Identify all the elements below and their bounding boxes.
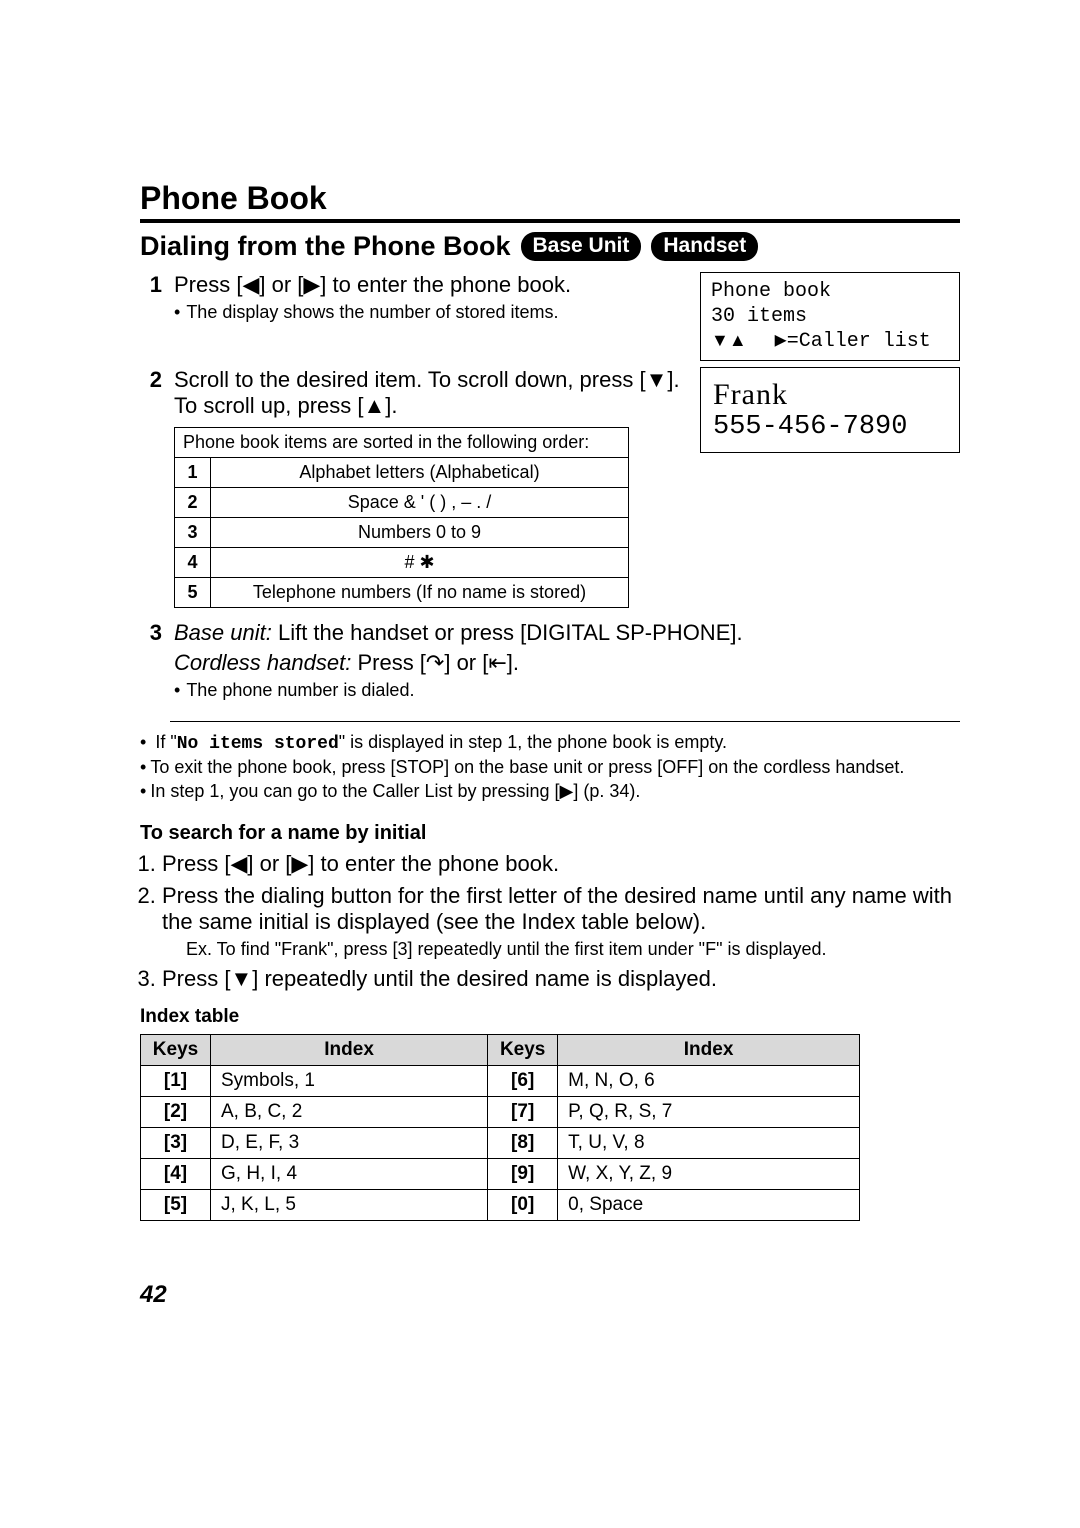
sort-row-5-v: Telephone numbers (If no name is stored) xyxy=(211,578,629,608)
note-1-mono: No items stored xyxy=(177,734,339,754)
sort-row-4-n: 4 xyxy=(175,548,211,578)
display1-caller-list: ▶=Caller list xyxy=(775,330,931,353)
step-1-subtext: The display shows the number of stored i… xyxy=(174,302,682,323)
sort-row-1-n: 1 xyxy=(175,458,211,488)
step-1-text: Press [◀] or [▶] to enter the phone book… xyxy=(174,272,571,297)
index-h-keys-1: Keys xyxy=(141,1035,211,1066)
search-steps: Press [◀] or [▶] to enter the phone book… xyxy=(162,851,960,992)
idx-r2-k1: [2] xyxy=(141,1097,211,1128)
idx-r5-k2: [0] xyxy=(488,1190,558,1221)
index-table: Keys Index Keys Index [1] Symbols, 1 [6]… xyxy=(140,1034,860,1221)
sort-caption: Phone book items are sorted in the follo… xyxy=(175,428,629,458)
index-h-keys-2: Keys xyxy=(488,1035,558,1066)
thin-rule xyxy=(170,721,960,722)
notes-block: If "No items stored" is displayed in ste… xyxy=(140,732,960,802)
idx-r1-i1: Symbols, 1 xyxy=(211,1066,488,1097)
search-heading: To search for a name by initial xyxy=(140,822,960,845)
display1-line1: Phone book xyxy=(711,279,949,304)
idx-r4-i2: W, X, Y, Z, 9 xyxy=(558,1159,860,1190)
note-3: In step 1, you can go to the Caller List… xyxy=(140,781,960,802)
sort-row-2-n: 2 xyxy=(175,488,211,518)
step-1-row: 1 Press [◀] or [▶] to enter the phone bo… xyxy=(140,272,960,361)
sort-row-4-v: # ✱ xyxy=(211,548,629,578)
step-2-text: Scroll to the desired item. To scroll do… xyxy=(174,367,680,418)
sort-row-5-n: 5 xyxy=(175,578,211,608)
sort-row-2-v: Space & ' ( ) , – . / xyxy=(211,488,629,518)
index-h-index-1: Index xyxy=(211,1035,488,1066)
step-2-row: 2 Scroll to the desired item. To scroll … xyxy=(140,367,960,610)
phone-display-2: Frank 555-456-7890 xyxy=(700,367,960,453)
phone-display-1: Phone book 30 items ▼▲ ▶=Caller list xyxy=(700,272,960,361)
step-3-base-label: Base unit: xyxy=(174,620,272,645)
idx-r5-k1: [5] xyxy=(141,1190,211,1221)
idx-r3-k1: [3] xyxy=(141,1128,211,1159)
idx-r4-k2: [9] xyxy=(488,1159,558,1190)
section-heading: Dialing from the Phone Book Base Unit Ha… xyxy=(140,231,960,262)
display1-line2: 30 items xyxy=(711,304,949,329)
sort-row-3-v: Numbers 0 to 9 xyxy=(211,518,629,548)
index-h-index-2: Index xyxy=(558,1035,860,1066)
step-3-cordless-label: Cordless handset: xyxy=(174,650,351,675)
step-3-cordless-text: Press [↷] or [⇤]. xyxy=(357,650,519,675)
sort-row-1-v: Alphabet letters (Alphabetical) xyxy=(211,458,629,488)
search-example: Ex. To find "Frank", press [3] repeatedl… xyxy=(186,939,960,960)
display1-updown-icon: ▼▲ xyxy=(711,330,747,350)
idx-r2-i2: P, Q, R, S, 7 xyxy=(558,1097,860,1128)
search-step-2-text: Press the dialing button for the first l… xyxy=(162,883,952,934)
step-3-base-text: Lift the handset or press [DIGITAL SP-PH… xyxy=(278,620,743,645)
idx-r2-i1: A, B, C, 2 xyxy=(211,1097,488,1128)
idx-r4-k1: [4] xyxy=(141,1159,211,1190)
display2-name: Frank xyxy=(713,378,947,412)
idx-r3-k2: [8] xyxy=(488,1128,558,1159)
idx-r5-i2: 0, Space xyxy=(558,1190,860,1221)
step-2-number: 2 xyxy=(140,367,162,608)
badge-handset: Handset xyxy=(651,232,758,261)
page-number: 42 xyxy=(140,1281,960,1309)
note-2: To exit the phone book, press [STOP] on … xyxy=(140,757,960,778)
step-1-number: 1 xyxy=(140,272,162,333)
idx-r4-i1: G, H, I, 4 xyxy=(211,1159,488,1190)
note-1: If "No items stored" is displayed in ste… xyxy=(140,732,960,754)
idx-r2-k2: [7] xyxy=(488,1097,558,1128)
note-1b: " is displayed in step 1, the phone book… xyxy=(339,732,727,752)
search-step-3: Press [▼] repeatedly until the desired n… xyxy=(162,966,960,992)
section-heading-text: Dialing from the Phone Book xyxy=(140,231,511,262)
step-3-subtext: The phone number is dialed. xyxy=(174,680,960,701)
idx-r3-i1: D, E, F, 3 xyxy=(211,1128,488,1159)
search-step-1: Press [◀] or [▶] to enter the phone book… xyxy=(162,851,960,877)
idx-r1-i2: M, N, O, 6 xyxy=(558,1066,860,1097)
idx-r1-k2: [6] xyxy=(488,1066,558,1097)
step-3-number: 3 xyxy=(140,620,162,711)
idx-r5-i1: J, K, L, 5 xyxy=(211,1190,488,1221)
search-step-2: Press the dialing button for the first l… xyxy=(162,883,960,960)
idx-r3-i2: T, U, V, 8 xyxy=(558,1128,860,1159)
badge-base-unit: Base Unit xyxy=(521,232,642,261)
idx-r1-k1: [1] xyxy=(141,1066,211,1097)
page-title: Phone Book xyxy=(140,180,960,217)
index-heading: Index table xyxy=(140,1006,960,1028)
sort-row-3-n: 3 xyxy=(175,518,211,548)
sort-order-table: Phone book items are sorted in the follo… xyxy=(174,427,629,608)
display2-number: 555-456-7890 xyxy=(713,412,947,442)
title-rule xyxy=(140,219,960,223)
note-1a: If " xyxy=(155,732,176,752)
